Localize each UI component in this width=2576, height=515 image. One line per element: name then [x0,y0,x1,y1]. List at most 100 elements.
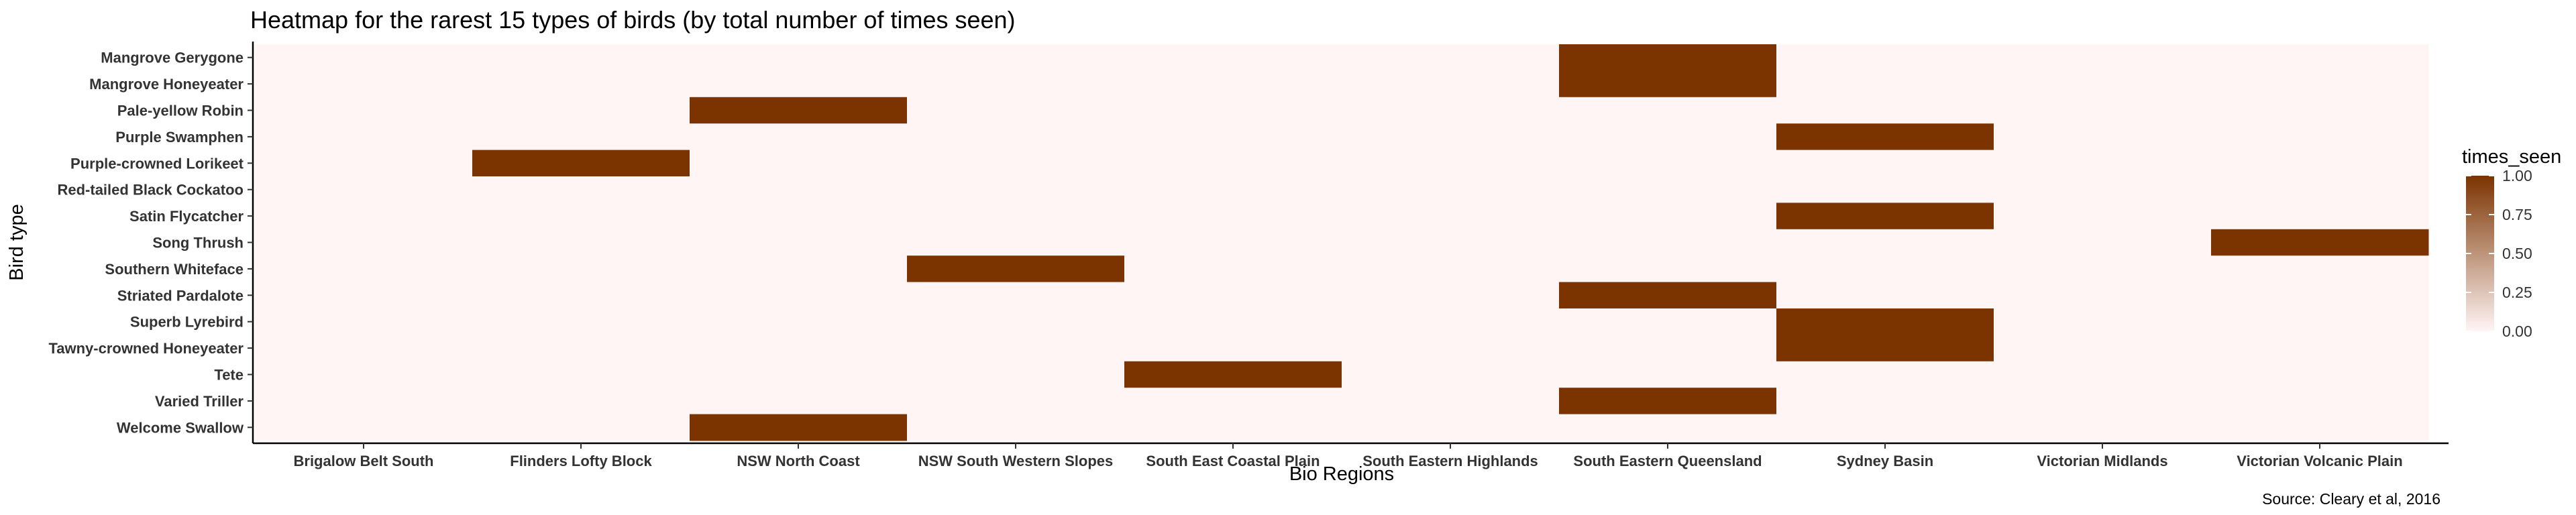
heatmap-cell-mangrove-honeyeater-flinders-lofty-block [472,70,690,98]
heatmap-cell-superb-lyrebird-south-east-coastal-plain [1124,308,1342,335]
heatmap-cell-tawny-crowned-honeyeater-flinders-lofty-block [472,335,690,362]
x-tick-label-south-eastern-queensland: South Eastern Queensland [1573,453,1762,469]
heatmap-cell-pale-yellow-robin-nsw-north-coast [690,97,908,124]
x-axis-ticks: Brigalow Belt South Flinders Lofty Block N… [294,443,2403,469]
heatmap-cell-song-thrush-south-eastern-queensland [1559,229,1777,256]
heatmap-cell-welcome-swallow-flinders-lofty-block [472,414,690,441]
y-tick-label-mangrove-gerygone: Mangrove Gerygone [101,50,244,66]
heatmap-cell-mangrove-honeyeater-south-east-coastal-plain [1124,70,1342,98]
heatmap-cell-varied-triller-brigalow-belt-south [255,388,473,415]
legend-tick-label: 1.00 [2502,167,2532,184]
heatmap-cell-welcome-swallow-nsw-south-western-slopes [907,414,1125,441]
heatmap-cell-mangrove-honeyeater-nsw-south-western-slopes [907,70,1125,98]
heatmap-cell-tete-south-eastern-queensland [1559,361,1777,388]
heatmap-cell-satin-flycatcher-nsw-south-western-slopes [907,203,1125,230]
heatmap-cell-tete-nsw-south-western-slopes [907,361,1125,388]
heatmap-cell-varied-triller-south-eastern-highlands [1342,388,1560,415]
heatmap-cell-striated-pardalote-south-east-coastal-plain [1124,282,1342,309]
heatmap-cell-song-thrush-victorian-volcanic-plain [2211,229,2429,256]
heatmap-cell-striated-pardalote-south-eastern-queensland [1559,282,1777,309]
heatmap-cell-mangrove-honeyeater-victorian-midlands [1994,70,2212,98]
heatmap-cell-purple-swamphen-brigalow-belt-south [255,123,473,151]
legend-title: times_seen [2462,146,2561,168]
heatmap-cell-purple-crowned-lorikeet-south-east-coastal-plain [1124,150,1342,177]
legend-tick-label: 0.00 [2502,323,2532,340]
heatmap-cell-mangrove-gerygone-south-eastern-highlands [1342,44,1560,71]
heatmap-cell-purple-swamphen-victorian-volcanic-plain [2211,123,2429,151]
y-tick-label-tawny-crowned-honeyeater: Tawny-crowned Honeyeater [48,340,244,357]
heatmap-cell-welcome-swallow-victorian-midlands [1994,414,2212,441]
plot-panel: Mangrove Gerygone Mangrove Honeyeater Pale… [48,42,2449,469]
x-tick-label-nsw-south-western-slopes: NSW South Western Slopes [918,453,1114,469]
legend-ticks: 1.00 0.75 0.50 0.25 0.00 [2466,167,2532,340]
heatmap-cell-tete-brigalow-belt-south [255,361,473,388]
heatmap-cell-purple-swamphen-nsw-south-western-slopes [907,123,1125,151]
y-axis-ticks: Mangrove Gerygone Mangrove Honeyeater Pale… [48,50,253,436]
heatmap-cell-tawny-crowned-honeyeater-nsw-south-western-slopes [907,335,1125,362]
heatmap-cell-mangrove-honeyeater-sydney-basin [1776,70,1994,98]
heatmap-cell-southern-whiteface-sydney-basin [1776,255,1994,283]
heatmap-cell-tawny-crowned-honeyeater-south-eastern-highlands [1342,335,1560,362]
heatmap-cell-southern-whiteface-victorian-midlands [1994,255,2212,283]
heatmap-cell-tete-victorian-midlands [1994,361,2212,388]
heatmap-cell-tawny-crowned-honeyeater-south-east-coastal-plain [1124,335,1342,362]
heatmap-cell-tete-nsw-north-coast [690,361,908,388]
heatmap-cell-varied-triller-nsw-north-coast [690,388,908,415]
heatmap-cell-tete-south-eastern-highlands [1342,361,1560,388]
heatmap-cell-red-tailed-black-cockatoo-flinders-lofty-block [472,176,690,203]
heatmap-cell-pale-yellow-robin-victorian-midlands [1994,97,2212,124]
heatmap-cell-satin-flycatcher-flinders-lofty-block [472,203,690,230]
x-tick-label-south-east-coastal-plain: South East Coastal Plain [1146,453,1320,469]
heatmap-cell-satin-flycatcher-south-eastern-highlands [1342,203,1560,230]
legend-tick-label: 0.50 [2502,245,2532,262]
y-tick-label-pale-yellow-robin: Pale-yellow Robin [117,103,244,119]
heatmap-cell-purple-crowned-lorikeet-south-eastern-queensland [1559,150,1777,177]
heatmap-cell-red-tailed-black-cockatoo-victorian-volcanic-plain [2211,176,2429,203]
y-tick-label-superb-lyrebird: Superb Lyrebird [130,314,244,331]
heatmap-cell-mangrove-gerygone-nsw-north-coast [690,44,908,71]
heatmap-cell-pale-yellow-robin-south-eastern-queensland [1559,97,1777,124]
heatmap-cell-satin-flycatcher-victorian-volcanic-plain [2211,203,2429,230]
legend-tick-label: 0.75 [2502,206,2532,223]
x-tick-label-victorian-midlands: Victorian Midlands [2037,453,2167,469]
heatmap-cell-purple-swamphen-south-eastern-queensland [1559,123,1777,151]
heatmap-cell-mangrove-gerygone-nsw-south-western-slopes [907,44,1125,71]
heatmap-cell-tawny-crowned-honeyeater-brigalow-belt-south [255,335,473,362]
heatmap-cell-red-tailed-black-cockatoo-brigalow-belt-south [255,176,473,203]
heatmap-cell-superb-lyrebird-south-eastern-highlands [1342,308,1560,335]
heatmap-cell-purple-crowned-lorikeet-south-eastern-highlands [1342,150,1560,177]
heatmap-cell-red-tailed-black-cockatoo-nsw-south-western-slopes [907,176,1125,203]
y-tick-label-song-thrush: Song Thrush [152,235,244,251]
heatmap-cell-striated-pardalote-south-eastern-highlands [1342,282,1560,309]
heatmap-cell-pale-yellow-robin-victorian-volcanic-plain [2211,97,2429,124]
y-tick-label-varied-triller: Varied Triller [155,393,244,410]
heatmap-cell-satin-flycatcher-sydney-basin [1776,203,1994,230]
heatmap-cell-satin-flycatcher-south-east-coastal-plain [1124,203,1342,230]
heatmap-cell-striated-pardalote-brigalow-belt-south [255,282,473,309]
heatmap-cell-song-thrush-victorian-midlands [1994,229,2212,256]
heatmap-cell-striated-pardalote-flinders-lofty-block [472,282,690,309]
heatmap-cell-varied-triller-sydney-basin [1776,388,1994,415]
heatmap-cell-superb-lyrebird-victorian-midlands [1994,308,2212,335]
source-caption: Source: Cleary et al, 2016 [2262,490,2440,508]
y-tick-label-purple-swamphen: Purple Swamphen [115,129,244,146]
heatmap-cell-mangrove-gerygone-south-eastern-queensland [1559,44,1777,71]
heatmap-cell-purple-crowned-lorikeet-sydney-basin [1776,150,1994,177]
heatmap-cell-welcome-swallow-south-east-coastal-plain [1124,414,1342,441]
heatmap-cell-purple-swamphen-sydney-basin [1776,123,1994,151]
heatmap-cell-purple-swamphen-victorian-midlands [1994,123,2212,151]
y-tick-label-striated-pardalote: Striated Pardalote [117,287,244,304]
heatmap-cell-superb-lyrebird-flinders-lofty-block [472,308,690,335]
heatmap-cell-purple-crowned-lorikeet-victorian-volcanic-plain [2211,150,2429,177]
heatmap-cell-mangrove-gerygone-south-east-coastal-plain [1124,44,1342,71]
heatmap-cell-song-thrush-nsw-south-western-slopes [907,229,1125,256]
heatmap-cell-pale-yellow-robin-south-east-coastal-plain [1124,97,1342,124]
heatmap-cell-superb-lyrebird-nsw-south-western-slopes [907,308,1125,335]
heatmap-cell-southern-whiteface-south-east-coastal-plain [1124,255,1342,283]
x-tick-label-flinders-lofty-block: Flinders Lofty Block [510,453,652,469]
heatmap-cell-tawny-crowned-honeyeater-victorian-volcanic-plain [2211,335,2429,362]
heatmap-cell-red-tailed-black-cockatoo-south-eastern-queensland [1559,176,1777,203]
heatmap-cell-mangrove-honeyeater-south-eastern-queensland [1559,70,1777,98]
y-axis-title: Bird type [6,204,28,280]
heatmap-cell-satin-flycatcher-nsw-north-coast [690,203,908,230]
